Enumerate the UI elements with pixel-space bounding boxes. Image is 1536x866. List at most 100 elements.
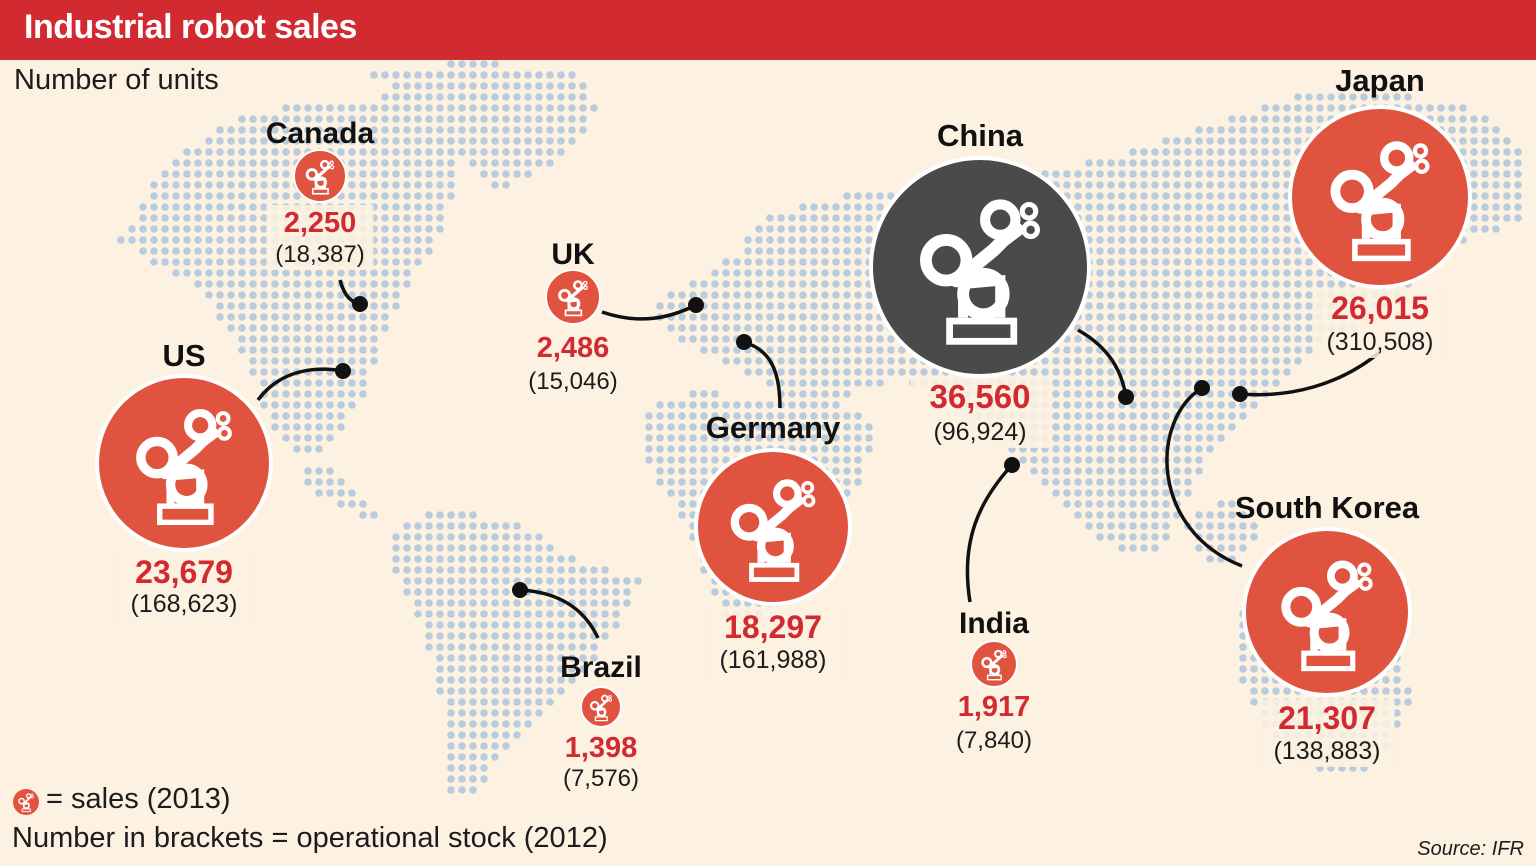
map-dot — [524, 170, 532, 178]
map-dot — [1305, 269, 1313, 277]
map-dot — [1217, 269, 1225, 277]
map-dot — [293, 104, 301, 112]
map-dot — [502, 632, 510, 640]
map-dot — [447, 137, 455, 145]
map-dot — [249, 203, 257, 211]
map-dot — [271, 335, 279, 343]
map-dot — [524, 566, 532, 574]
map-dot — [1195, 456, 1203, 464]
map-dot — [216, 302, 224, 310]
map-dot — [1250, 335, 1258, 343]
map-dot — [821, 203, 829, 211]
map-dot — [1283, 126, 1291, 134]
map-dot — [1074, 368, 1082, 376]
map-dot — [755, 401, 763, 409]
map-dot — [1151, 225, 1159, 233]
map-dot — [513, 720, 521, 728]
map-dot — [1294, 302, 1302, 310]
map-dot — [1151, 170, 1159, 178]
map-dot — [843, 269, 851, 277]
map-dot — [370, 148, 378, 156]
map-dot — [700, 423, 708, 431]
map-dot — [700, 412, 708, 420]
map-dot — [1085, 445, 1093, 453]
map-dot — [766, 269, 774, 277]
map-dot — [447, 93, 455, 101]
map-dot — [1217, 357, 1225, 365]
map-dot — [535, 533, 543, 541]
map-dot — [359, 126, 367, 134]
map-dot — [1085, 346, 1093, 354]
map-dot — [216, 280, 224, 288]
map-dot — [249, 214, 257, 222]
map-dot — [359, 148, 367, 156]
map-dot — [678, 291, 686, 299]
map-dot — [1173, 225, 1181, 233]
map-dot — [1118, 412, 1126, 420]
map-dot — [1107, 379, 1115, 387]
map-dot — [1206, 522, 1214, 530]
map-dot — [1096, 258, 1104, 266]
map-dot — [513, 687, 521, 695]
map-dot — [480, 126, 488, 134]
map-dot — [1206, 126, 1214, 134]
map-dot — [832, 412, 840, 420]
map-dot — [865, 423, 873, 431]
map-dot — [1283, 236, 1291, 244]
map-dot — [1184, 236, 1192, 244]
map-dot — [524, 577, 532, 585]
map-dot — [436, 687, 444, 695]
map-dot — [436, 159, 444, 167]
map-dot — [194, 269, 202, 277]
map-dot — [678, 511, 686, 519]
map-dot — [810, 236, 818, 244]
map-dot — [227, 269, 235, 277]
map-dot — [425, 192, 433, 200]
map-dot — [645, 445, 653, 453]
map-dot — [1063, 467, 1071, 475]
map-dot — [1206, 368, 1214, 376]
stock-value-china: (96,924) — [933, 418, 1026, 446]
map-dot — [711, 423, 719, 431]
map-dot — [1085, 324, 1093, 332]
map-dot — [766, 313, 774, 321]
map-dot — [1052, 478, 1060, 486]
map-dot — [788, 302, 796, 310]
map-dot — [1085, 170, 1093, 178]
map-dot — [1250, 192, 1258, 200]
map-dot — [227, 324, 235, 332]
map-dot — [1173, 170, 1181, 178]
map-dot — [337, 346, 345, 354]
leader-line-uk — [601, 303, 697, 321]
map-dot — [348, 379, 356, 387]
map-dot — [1129, 291, 1137, 299]
map-dot — [1217, 313, 1225, 321]
map-dot — [436, 137, 444, 145]
map-dot — [832, 247, 840, 255]
map-dot — [700, 346, 708, 354]
map-dot — [392, 126, 400, 134]
map-dot — [1052, 401, 1060, 409]
map-dot — [1272, 159, 1280, 167]
map-dot — [865, 434, 873, 442]
map-dot — [1272, 258, 1280, 266]
leader-line-brazil — [519, 588, 600, 639]
map-dot — [1184, 269, 1192, 277]
map-dot — [1140, 302, 1148, 310]
map-dot — [282, 181, 290, 189]
map-dot — [491, 181, 499, 189]
map-dot — [502, 665, 510, 673]
map-dot — [1228, 368, 1236, 376]
leader-lines — [256, 279, 1382, 639]
map-dot — [1096, 511, 1104, 519]
map-dot — [1206, 225, 1214, 233]
map-dot — [238, 258, 246, 266]
map-dot — [546, 93, 554, 101]
map-dot — [139, 247, 147, 255]
map-dot — [304, 423, 312, 431]
map-dot — [249, 302, 257, 310]
map-dot — [183, 258, 191, 266]
map-dot — [502, 731, 510, 739]
map-dot — [590, 599, 598, 607]
map-dot — [172, 170, 180, 178]
